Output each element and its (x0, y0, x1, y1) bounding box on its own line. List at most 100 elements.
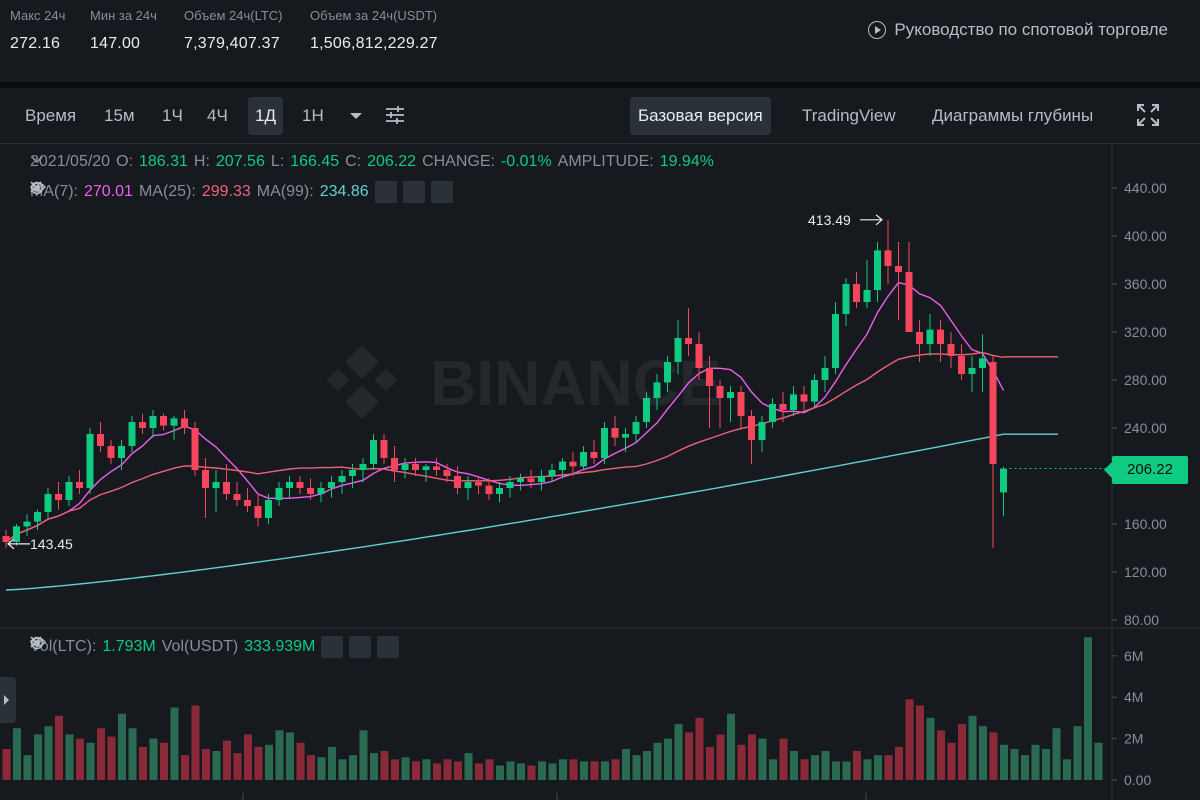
chart-toolbar: Время 15м 1Ч 4Ч 1Д 1Н Базовая версия Tra… (0, 88, 1200, 144)
volume-bar (317, 757, 326, 780)
settings-gear-icon[interactable] (30, 181, 425, 203)
volume-bar (1042, 748, 1050, 780)
candle-body (874, 250, 881, 290)
candle-body (454, 476, 461, 488)
stat-label: Объем за 24ч(USDT) (310, 8, 438, 23)
min-price-label: 143.45 (30, 536, 73, 552)
candlestick-chart[interactable]: BINANCE 440.00 400.00 360.00 320.00 280.00 24… (0, 145, 1200, 800)
view-tradingview[interactable]: TradingView (802, 106, 896, 125)
market-stats: Макс 24ч 272.16 Мин за 24ч 147.00 Объем … (0, 0, 1200, 82)
volume-bar (412, 761, 420, 780)
ma7-line (5, 281, 1005, 543)
volume-bars (2, 637, 1103, 780)
more-intervals-chevron-down-icon[interactable] (350, 113, 362, 119)
volume-bar (464, 753, 473, 780)
volume-bar (443, 759, 452, 780)
interval-time[interactable]: Время (25, 106, 77, 125)
volume-bar (559, 759, 567, 780)
candle-body (685, 338, 692, 344)
expand-panel-chevron-right-icon[interactable] (0, 677, 16, 723)
stat-volume-usdt: Объем за 24ч(USDT) 1,506,812,229.27 (310, 8, 438, 53)
candle-body (622, 434, 629, 438)
eye-icon[interactable] (30, 636, 344, 658)
candle-body (160, 416, 167, 426)
volume-bar (926, 717, 935, 780)
volume-bar (160, 742, 168, 780)
vol-usdt-label: Vol(USDT) (161, 638, 239, 655)
volume-bar (44, 726, 53, 780)
volume-bar (118, 713, 126, 780)
price-tick-label: 360.00 (1124, 276, 1167, 292)
volume-bar (496, 765, 504, 780)
candle-body (265, 500, 272, 518)
volume-bar (695, 717, 704, 780)
candle-body (76, 482, 83, 488)
candle-body (821, 368, 829, 380)
candle-body (601, 428, 608, 458)
spot-trading-guide-link[interactable]: Руководство по спотовой торговле (868, 20, 1168, 40)
candle-body (527, 478, 535, 482)
volume-bar (55, 715, 63, 780)
candle-body (884, 250, 892, 266)
candle-body (674, 338, 682, 362)
volume-bar (23, 755, 32, 780)
candle-body (758, 422, 766, 440)
volume-bar (706, 746, 714, 780)
interval-1d[interactable]: 1Д (248, 97, 283, 135)
volume-bar (212, 751, 221, 780)
interval-4h[interactable]: 4Ч (207, 106, 228, 125)
volume-bar (1073, 726, 1082, 780)
interval-1h[interactable]: 1Ч (162, 106, 183, 125)
ma-legend: MA(7): 270.01 MA(25): 299.33 MA(99): 234.86 (30, 181, 453, 203)
interval-15m[interactable]: 15м (104, 106, 135, 125)
volume-bar (716, 734, 725, 780)
ma25-value: 299.33 (201, 183, 251, 200)
candle-body (2, 536, 10, 542)
change-label: CHANGE: (422, 153, 495, 170)
candle-body (947, 344, 955, 356)
volume-bar (811, 755, 819, 780)
close-icon[interactable] (30, 181, 453, 203)
interval-1w[interactable]: 1Н (302, 106, 324, 125)
play-icon (868, 21, 887, 39)
volume-bar (475, 763, 483, 780)
candle-body (286, 482, 293, 488)
volume-bar (527, 765, 536, 780)
candle-body (23, 521, 31, 527)
candle-body (464, 482, 472, 488)
eye-icon[interactable] (30, 181, 397, 203)
volume-bar (664, 738, 672, 780)
volume-bar (244, 734, 252, 780)
volume-bar (97, 728, 105, 780)
fullscreen-icon[interactable] (1135, 102, 1161, 128)
volume-tick-label: 2M (1124, 731, 1143, 747)
volume-bar (286, 732, 294, 780)
volume-bar (632, 755, 641, 780)
chart-canvas[interactable]: BINANCE 440.00 400.00 360.00 320.00 280.00 24… (0, 145, 1200, 800)
volume-bar (611, 759, 620, 780)
candle-body (34, 512, 41, 522)
stat-label: Макс 24ч (10, 8, 66, 23)
view-depth-chart[interactable]: Диаграммы глубины (932, 106, 1094, 125)
volume-bar (779, 738, 788, 780)
candle-body (139, 422, 146, 428)
close-icon[interactable] (30, 636, 400, 658)
price-axis: 440.00400.00360.00320.00280.00240.00200.… (1112, 180, 1167, 628)
price-tick-label: 160.00 (1124, 516, 1167, 532)
stat-label: Объем 24ч(LTC) (184, 8, 283, 23)
candle-body (863, 290, 871, 302)
volume-bar (233, 753, 242, 780)
high-value: 207.56 (215, 153, 265, 170)
indicator-settings-icon[interactable] (384, 104, 406, 126)
collapse-chevron-down-icon[interactable] (30, 153, 44, 167)
stat-volume-ltc: Объем 24ч(LTC) 7,379,407.37 (184, 8, 283, 53)
volume-bar (968, 715, 977, 780)
volume-bar (884, 755, 893, 780)
max-arrow-icon (860, 214, 883, 226)
view-basic[interactable]: Базовая версия (630, 97, 771, 135)
ohlc-legend: 2021/05/20 O: 186.31 H: 207.56 L: 166.45 C:… (30, 153, 714, 171)
candle-body (706, 368, 713, 386)
stat-low-24h: Мин за 24ч 147.00 (90, 8, 157, 53)
settings-gear-icon[interactable] (30, 636, 372, 658)
volume-bar (653, 742, 662, 780)
